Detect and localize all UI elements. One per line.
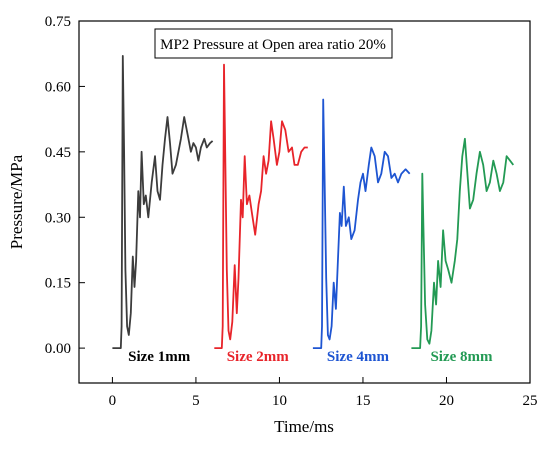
chart-title: MP2 Pressure at Open area ratio 20% [160,37,386,53]
series-layer [112,55,515,349]
y-tick-label: 0.60 [45,79,71,95]
y-tick-label: 0.15 [45,276,71,292]
x-axis-ticks: 0 5 10 15 20 25 [109,377,538,409]
series-line-size-1mm [112,55,214,349]
series-annotation: Size 2mm [227,349,290,365]
x-tick-label: 0 [109,393,117,409]
series-annotation: Size 4mm [327,349,390,365]
annotation-layer: Size 1mm Size 2mm Size 4mm Size 8mm [128,349,493,365]
plot-frame [78,20,531,384]
x-axis-title: Time/ms [274,417,334,436]
y-tick-label: 0.00 [45,341,71,357]
series-line-size-2mm [214,63,308,349]
y-axis-ticks: 0.00 0.15 0.30 0.45 0.60 0.75 [45,14,85,357]
y-tick-label: 0.75 [45,14,71,30]
title-box [154,28,393,59]
series-line-size-8mm [411,137,515,349]
y-tick-label: 0.30 [45,210,71,226]
series-annotation: Size 1mm [128,349,191,365]
x-tick-label: 20 [439,393,454,409]
x-tick-label: 25 [523,393,538,409]
y-axis-title: Pressure/MPa [7,154,26,249]
series-annotation: Size 8mm [430,349,493,365]
x-tick-label: 15 [355,393,370,409]
x-tick-label: 5 [192,393,200,409]
y-tick-label: 0.45 [45,145,71,161]
series-line-size-4mm [312,98,411,349]
x-tick-label: 10 [272,393,287,409]
